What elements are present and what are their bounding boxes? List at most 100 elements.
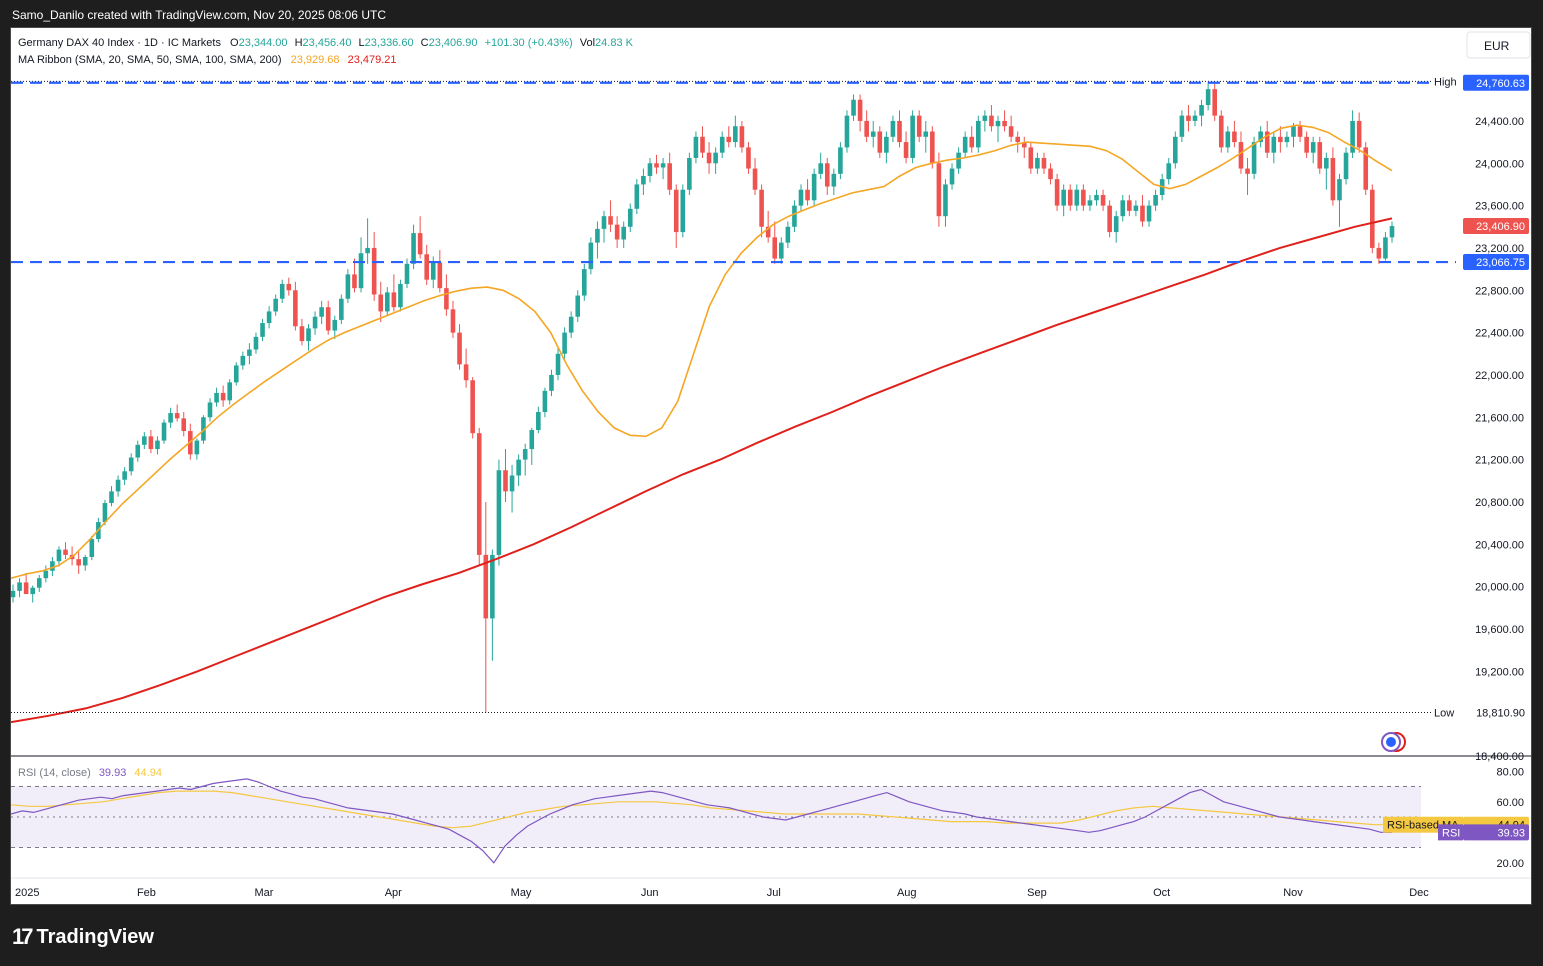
candle (181, 412, 187, 437)
candle (1376, 242, 1382, 264)
candle (857, 94, 863, 132)
candle-body (1061, 189, 1066, 206)
candle-body (155, 440, 160, 450)
candle-body (299, 326, 305, 342)
candle-body (634, 184, 640, 209)
rsi-legend-label: RSI (14, close) (18, 767, 91, 779)
price-scale-label: 24,400.00 (1475, 116, 1524, 128)
candle (1002, 110, 1007, 132)
price-tags: High24,773.5024,760.6323,406.9023,066.75… (1431, 73, 1529, 721)
price-scale-label: 19,200.00 (1475, 666, 1524, 678)
candle (1100, 189, 1106, 211)
currency-button[interactable] (1466, 31, 1531, 59)
candle-body (733, 126, 738, 143)
candle (1245, 157, 1250, 196)
candle (490, 549, 495, 661)
candle (463, 348, 469, 388)
candle (1186, 105, 1191, 132)
candle-body (293, 290, 298, 327)
last-price-tag-bg (1463, 218, 1529, 235)
candle-body (1291, 126, 1296, 137)
candle-body (536, 412, 541, 430)
candle (588, 237, 594, 275)
candle-body (490, 554, 495, 619)
candle (293, 281, 298, 331)
candle-body (36, 578, 42, 588)
candle-body (286, 283, 292, 291)
indicator-badge-icon[interactable] (1381, 732, 1406, 752)
candle-body (680, 189, 686, 233)
candle-body (1245, 168, 1250, 174)
candle-body (122, 471, 127, 480)
candle (831, 168, 837, 196)
chart-frame[interactable]: Germany DAX 40 Index · 1D · IC Markets O… (10, 27, 1532, 905)
candle-body (233, 365, 239, 383)
candle-body (43, 570, 49, 579)
candle (128, 453, 134, 476)
candle (805, 179, 810, 206)
candle (529, 427, 535, 465)
candle (115, 475, 121, 497)
candle-body (1304, 136, 1309, 153)
rsi-scale-label: 80.00 (1496, 766, 1524, 778)
candle-body (1100, 195, 1106, 206)
candle-body (739, 126, 745, 148)
rsi-pane (11, 778, 1421, 864)
candle (1324, 152, 1329, 190)
price-scale-label: 19,600.00 (1475, 624, 1524, 636)
candle-body (358, 253, 364, 289)
candle-body (798, 189, 804, 206)
time-axis-label: May (511, 887, 532, 899)
candle-body (516, 459, 521, 476)
candle-body (529, 429, 535, 450)
candle-body (706, 152, 712, 164)
candle (1074, 184, 1080, 211)
candle-body (1127, 200, 1132, 211)
tradingview-logo[interactable]: 17 TradingView (12, 924, 154, 950)
candle-body (181, 418, 187, 432)
candle (930, 126, 935, 169)
candle-body (444, 288, 449, 310)
candle (339, 294, 344, 325)
time-axis-label: Sep (1027, 887, 1047, 899)
candle (299, 318, 305, 346)
candle (877, 126, 883, 158)
candle (174, 404, 180, 422)
candle-body (621, 226, 626, 240)
candle (601, 210, 607, 243)
candle-body (339, 298, 344, 320)
tradingview-mark-icon: 17 (12, 924, 34, 949)
candle-body (1081, 189, 1086, 206)
candle (142, 432, 147, 450)
candle (673, 184, 679, 248)
candle-body (279, 283, 285, 299)
time-axis-label: Jun (641, 887, 659, 899)
candle (733, 115, 738, 148)
candle (63, 542, 68, 560)
candle (358, 237, 364, 293)
candle-body (102, 503, 108, 523)
candle (11, 584, 16, 603)
candle-body (1350, 120, 1355, 153)
candle-body (943, 184, 948, 217)
candle-body (1330, 157, 1336, 201)
chart-svg[interactable]: Germany DAX 40 Index · 1D · IC Markets O… (11, 28, 1531, 904)
candle (522, 443, 528, 476)
candle-body (194, 440, 200, 455)
candle (1094, 189, 1099, 206)
candle-body (995, 120, 1001, 127)
candle (50, 557, 55, 577)
candle-body (220, 392, 226, 401)
candle-body (1383, 237, 1388, 259)
candle (844, 110, 850, 153)
sma200-line (11, 217, 1393, 724)
candle (1166, 157, 1172, 185)
candle-body (667, 163, 672, 190)
price-scale: 24,400.00 24,000.00 23,600.00 23,200.00 22,8… (1475, 116, 1524, 763)
candle-body (824, 163, 830, 187)
candle (1120, 195, 1126, 222)
candle (17, 578, 22, 598)
candle (332, 315, 338, 339)
candle-body (897, 120, 902, 143)
candle-body (319, 307, 324, 317)
